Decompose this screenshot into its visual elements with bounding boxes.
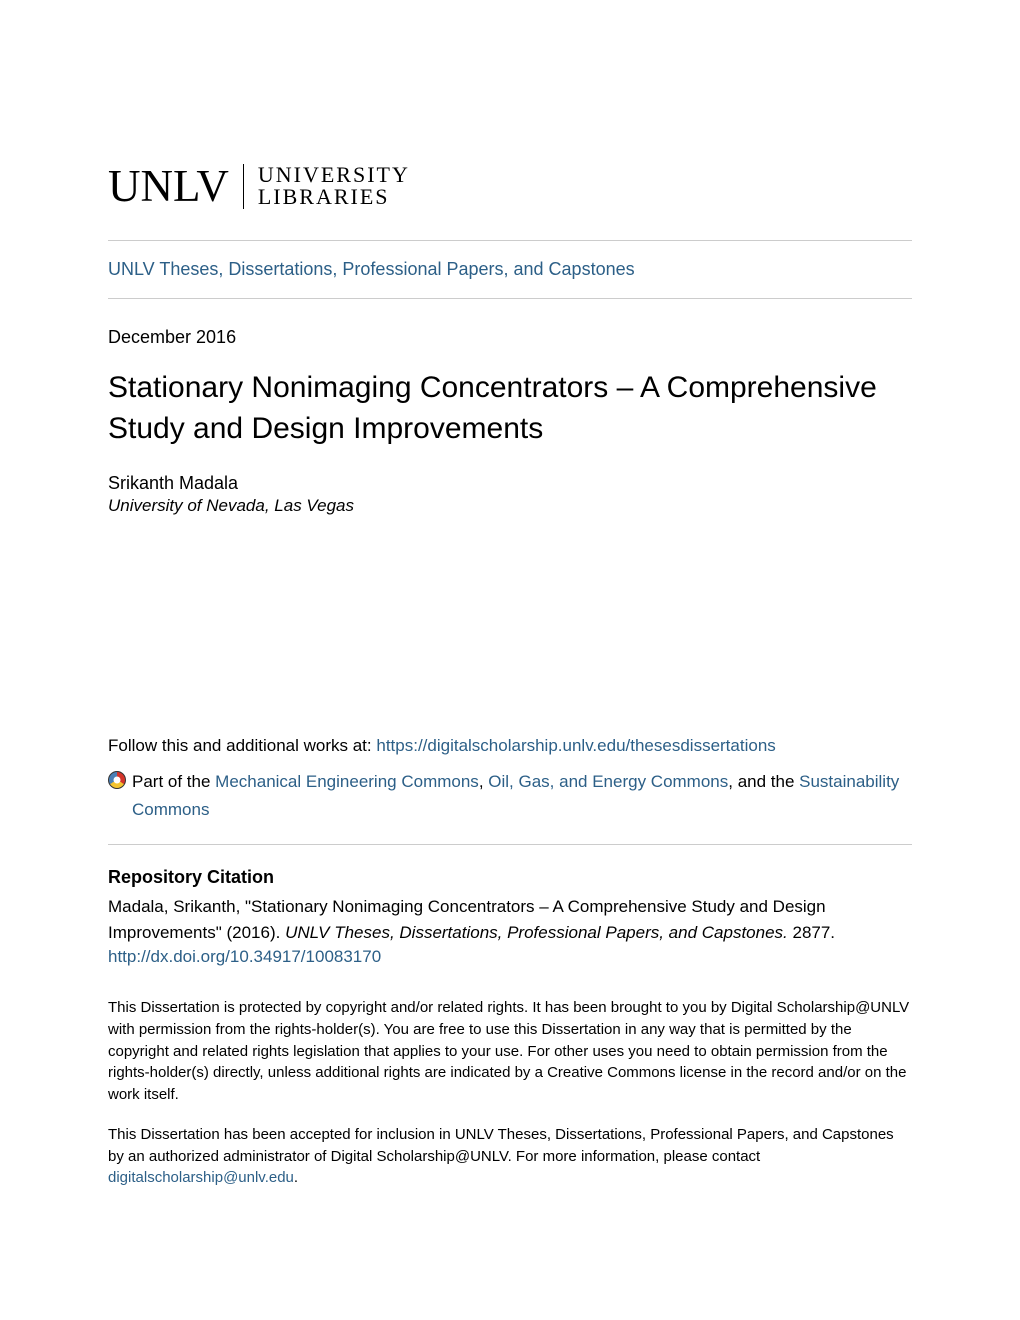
- repository-citation-heading: Repository Citation: [108, 867, 912, 888]
- contact-email-link[interactable]: digitalscholarship@unlv.edu: [108, 1169, 294, 1186]
- logo-unlv: UNLV: [108, 160, 229, 212]
- document-title: Stationary Nonimaging Concentrators – A …: [108, 368, 912, 449]
- doi-line: http://dx.doi.org/10.34917/10083170: [108, 947, 912, 967]
- contact-suffix: .: [294, 1169, 298, 1186]
- partof-text: Part of the Mechanical Engineering Commo…: [132, 768, 912, 824]
- logo: UNLV UNIVERSITY LIBRARIES: [108, 160, 912, 212]
- partof-link-mechanical[interactable]: Mechanical Engineering Commons: [215, 772, 479, 791]
- contact-prefix: This Dissertation has been accepted for …: [108, 1126, 894, 1165]
- spacer: [108, 516, 912, 736]
- logo-block: UNLV UNIVERSITY LIBRARIES: [108, 160, 912, 212]
- follow-line: Follow this and additional works at: htt…: [108, 736, 912, 756]
- logo-libraries: UNIVERSITY LIBRARIES: [258, 164, 410, 208]
- logo-libraries-line2: LIBRARIES: [258, 184, 390, 209]
- logo-divider: [243, 164, 244, 209]
- copyright-paragraph: This Dissertation is protected by copyri…: [108, 997, 912, 1106]
- partof-link-oilgas[interactable]: Oil, Gas, and Energy Commons: [488, 772, 728, 791]
- separator-repo: [108, 844, 912, 845]
- citation-text: Madala, Srikanth, "Stationary Nonimaging…: [108, 894, 912, 945]
- partof-sep1: ,: [479, 772, 488, 791]
- contact-paragraph: This Dissertation has been accepted for …: [108, 1124, 912, 1189]
- author-name: Srikanth Madala: [108, 473, 912, 494]
- citation-italic: UNLV Theses, Dissertations, Professional…: [285, 923, 788, 942]
- follow-url-link[interactable]: https://digitalscholarship.unlv.edu/thes…: [376, 736, 775, 755]
- separator-collection: [108, 298, 912, 299]
- partof-prefix: Part of the: [132, 772, 215, 791]
- network-icon[interactable]: [108, 771, 126, 789]
- author-affiliation: University of Nevada, Las Vegas: [108, 496, 912, 516]
- doi-link[interactable]: http://dx.doi.org/10.34917/10083170: [108, 947, 381, 966]
- publication-date: December 2016: [108, 327, 912, 348]
- partof-line: Part of the Mechanical Engineering Commo…: [108, 768, 912, 824]
- follow-prefix: Follow this and additional works at:: [108, 736, 376, 755]
- partof-sep2: , and the: [728, 772, 799, 791]
- collection-link[interactable]: UNLV Theses, Dissertations, Professional…: [108, 241, 912, 298]
- citation-part2: 2877.: [788, 923, 835, 942]
